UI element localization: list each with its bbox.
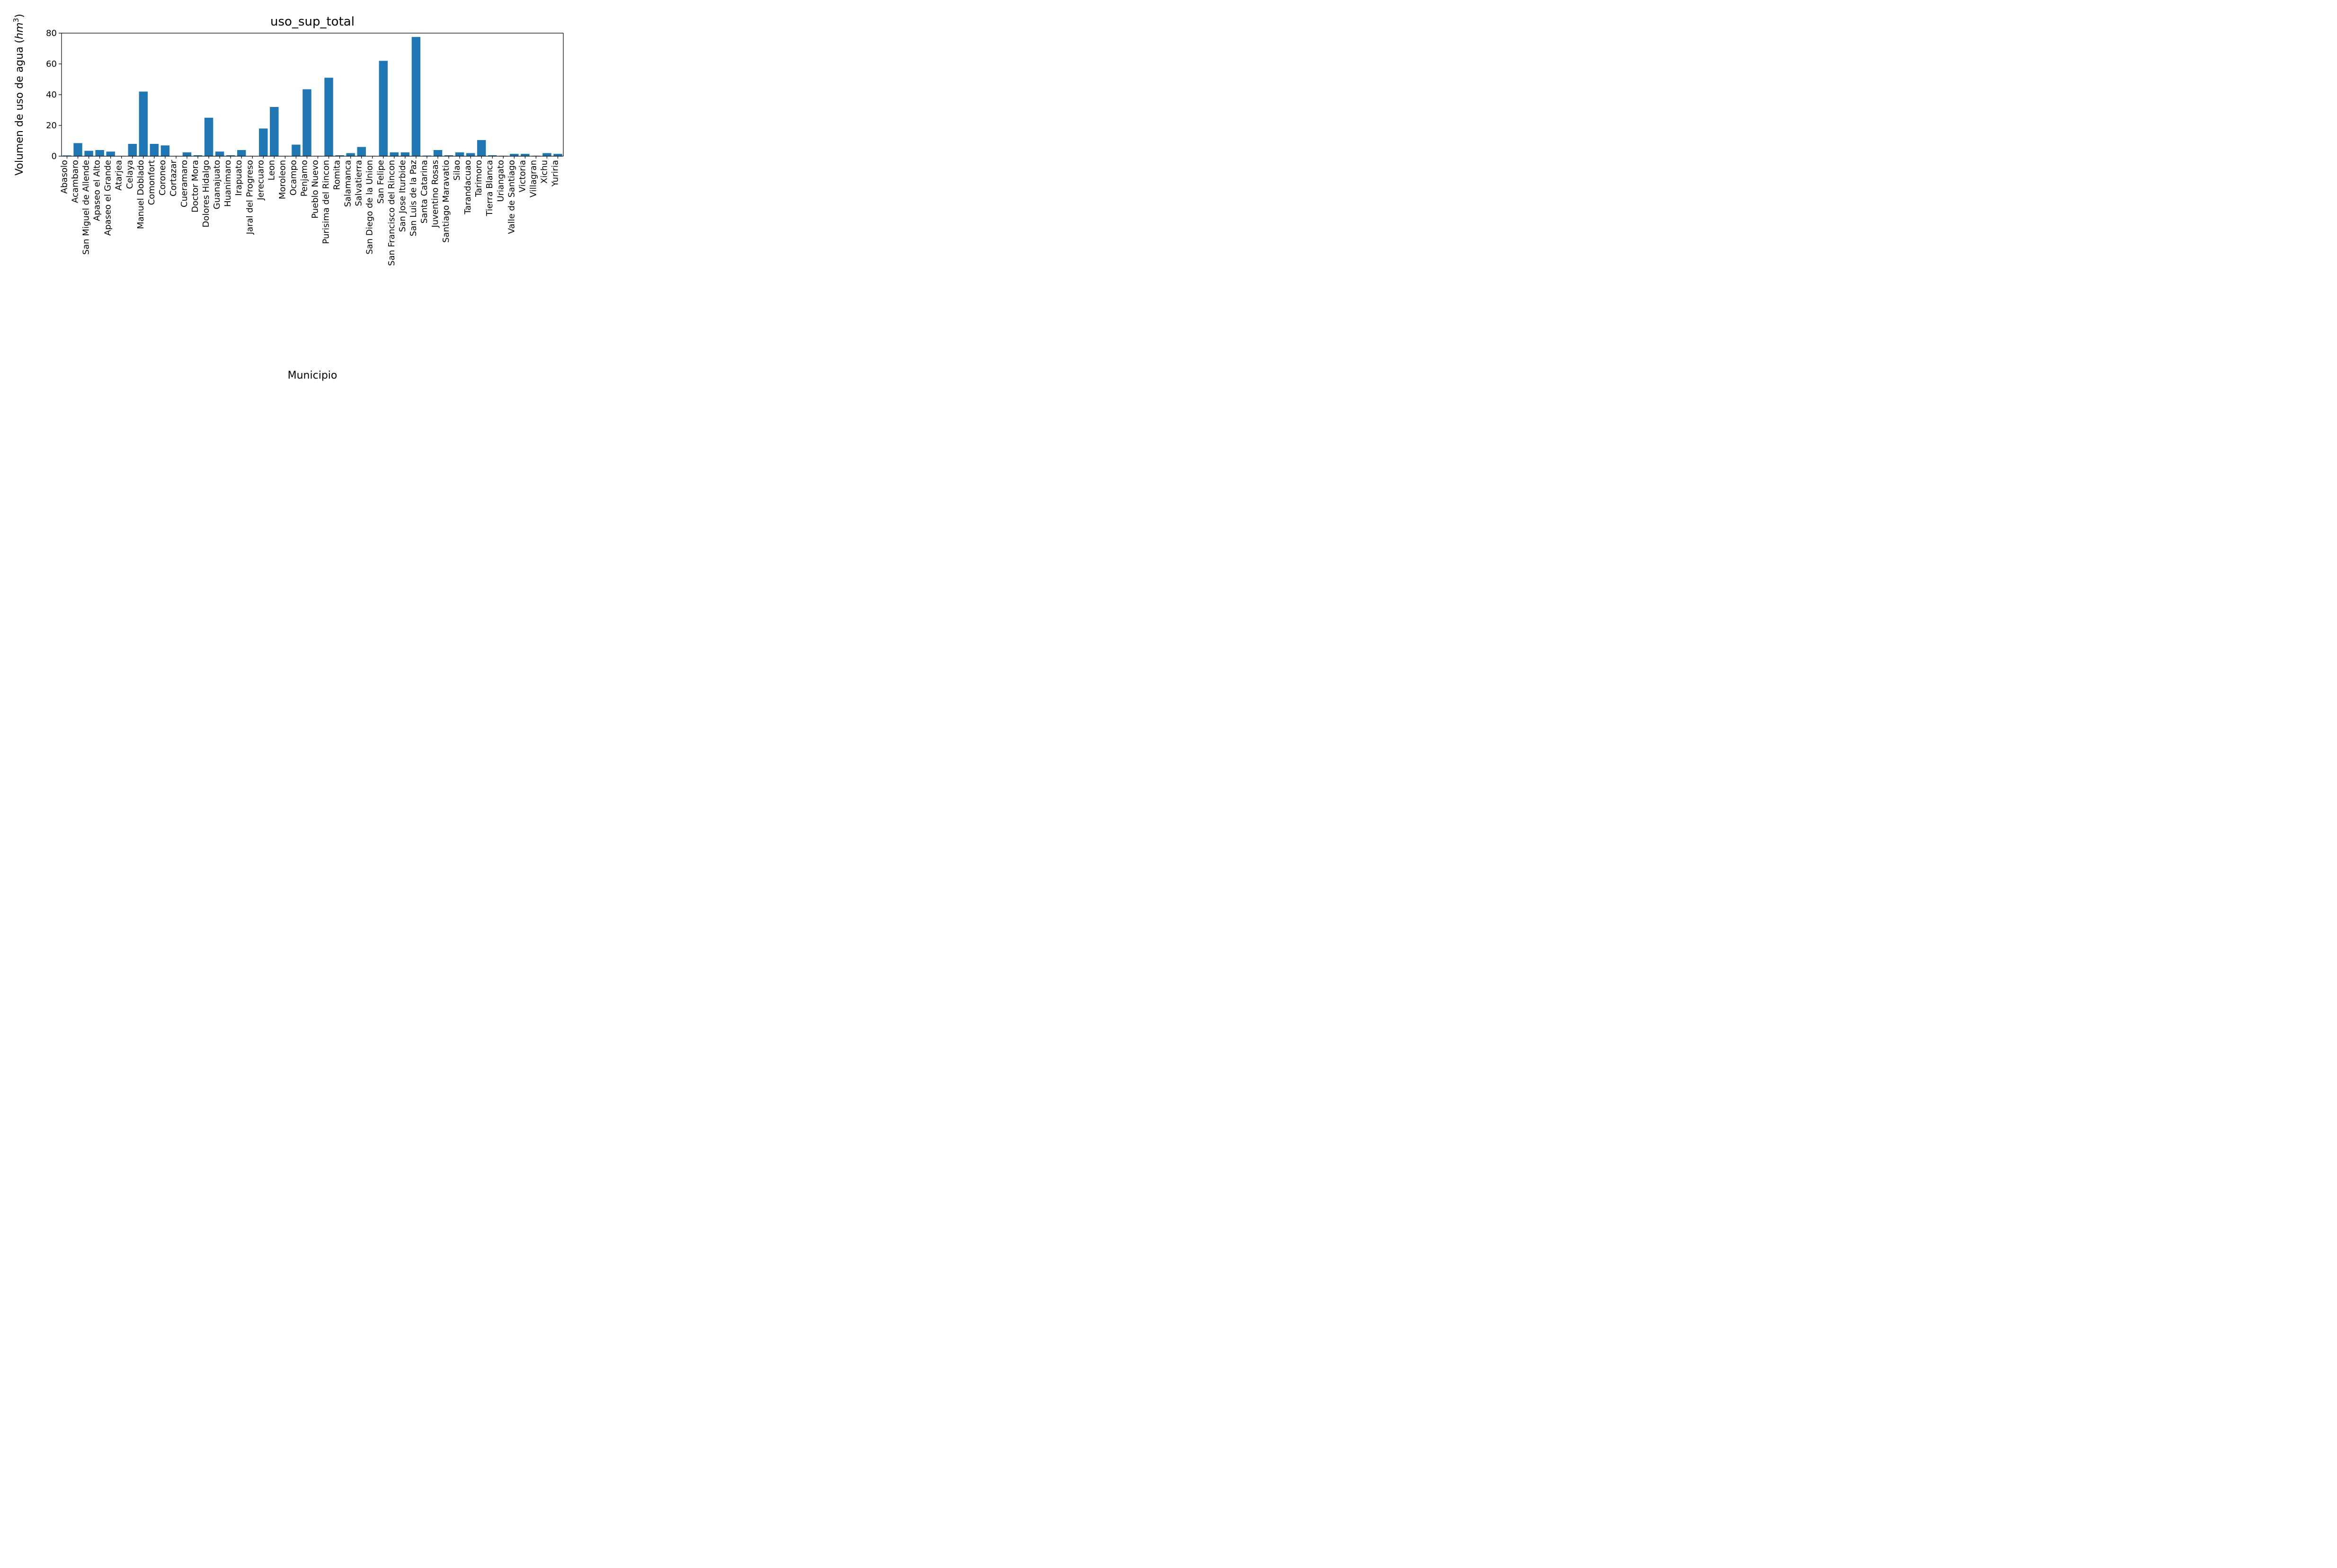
x-tick-label: Ocampo <box>288 160 298 195</box>
bar <box>270 107 278 156</box>
x-tick-label: Pueblo Nuevo <box>311 160 320 219</box>
x-tick-label: Irapuato <box>234 160 244 196</box>
x-tick-label: Romita <box>332 160 342 190</box>
bar <box>204 118 213 156</box>
x-tick-label: Huanimaro <box>223 160 233 207</box>
x-tick-label: Guanajuato <box>212 160 222 209</box>
bar <box>466 153 475 157</box>
x-tick-label: Santiago Maravatio <box>441 160 451 243</box>
bar <box>215 151 224 156</box>
x-tick-label: Tarimoro <box>474 160 484 197</box>
x-tick-label: Moroleon <box>277 160 287 199</box>
x-tick-label: Coroneo <box>158 160 168 195</box>
y-axis-label: Volumen de uso de agua (hm3) <box>12 14 26 176</box>
x-tick-label: Tarandacuao <box>463 160 473 215</box>
bar <box>477 140 486 156</box>
bar <box>553 154 562 156</box>
x-tick-label: Atarjea <box>114 160 124 191</box>
bar <box>95 150 104 156</box>
x-tick-label: Xichu <box>539 160 549 184</box>
x-tick-label: Acambaro <box>71 160 80 203</box>
y-tick-label: 20 <box>46 121 57 131</box>
chart-title: uso_sup_total <box>270 15 355 29</box>
x-tick-label: Jerecuaro <box>256 160 266 201</box>
x-tick-label: Salvatierra <box>354 160 364 206</box>
x-tick-label: Apaseo el Grande <box>103 160 113 236</box>
bar <box>401 152 409 156</box>
x-tick-label: Jaral del Progreso <box>245 160 255 235</box>
x-tick-label: Santa Catarina <box>419 160 429 223</box>
x-tick-label: San Francisco del Rincon <box>387 160 397 266</box>
bar <box>379 61 388 157</box>
x-axis-label: Municipio <box>288 370 338 381</box>
bar <box>521 154 529 156</box>
x-tick-label: Yuriria <box>550 160 560 187</box>
x-tick-label: San Luis de la Paz <box>409 160 418 236</box>
x-tick-label: Apaseo el Alto <box>92 160 102 221</box>
y-tick-label: 40 <box>46 90 57 100</box>
bar <box>357 147 365 157</box>
bar-chart-container: uso_sup_total020406080AbasoloAcambaroSan… <box>9 9 578 388</box>
bar <box>128 144 137 156</box>
bar <box>106 151 115 156</box>
x-tick-label: Tierra Blanca <box>485 160 495 216</box>
bar <box>434 150 442 156</box>
bar <box>259 129 267 157</box>
x-tick-label: Dolores Hidalgo <box>201 160 211 228</box>
x-tick-label: Doctor Mora <box>190 160 200 213</box>
x-tick-label: Juventino Rosas <box>430 160 440 228</box>
y-tick-label: 60 <box>46 59 57 69</box>
x-tick-label: Valle de Santiago <box>506 160 516 234</box>
x-tick-label: Comonfort <box>147 160 157 205</box>
x-tick-label: Abasolo <box>60 160 70 194</box>
x-tick-label: San Jose Iturbide <box>398 160 408 232</box>
y-tick-label: 0 <box>52 151 57 161</box>
x-tick-label: Salamanca <box>343 160 353 207</box>
bar <box>183 152 191 156</box>
x-tick-label: Villagran <box>528 160 538 197</box>
x-tick-label: Manuel Doblado <box>136 160 146 229</box>
x-tick-label: Cortazar <box>169 159 178 196</box>
x-tick-label: Cueramaro <box>179 160 189 207</box>
bar <box>510 154 518 156</box>
bar <box>302 89 311 156</box>
bar <box>390 152 399 156</box>
x-tick-label: Leon <box>267 160 276 180</box>
bar <box>161 145 169 156</box>
bar <box>73 143 82 156</box>
x-tick-label: Silao <box>452 160 462 180</box>
x-tick-label: Celaya <box>125 160 135 189</box>
x-tick-label: San Felipe <box>376 160 386 204</box>
x-tick-label: San Diego de la Union <box>365 160 375 255</box>
bar <box>455 152 464 156</box>
bar <box>139 92 148 157</box>
bar <box>292 145 300 156</box>
y-tick-label: 80 <box>46 28 57 38</box>
x-tick-label: Penjamo <box>299 160 309 196</box>
bar <box>346 153 355 157</box>
bar <box>84 151 93 156</box>
bar <box>237 150 246 156</box>
bar <box>412 37 420 156</box>
bar <box>150 144 159 156</box>
bar <box>324 78 333 156</box>
x-tick-label: Uriangato <box>496 160 506 202</box>
x-tick-label: Purisima del Rincon <box>321 160 331 244</box>
x-tick-label: Victoria <box>517 160 527 192</box>
bar <box>542 153 551 157</box>
bar-chart: uso_sup_total020406080AbasoloAcambaroSan… <box>9 9 578 388</box>
x-tick-label: San Miguel de Allende <box>81 160 91 255</box>
